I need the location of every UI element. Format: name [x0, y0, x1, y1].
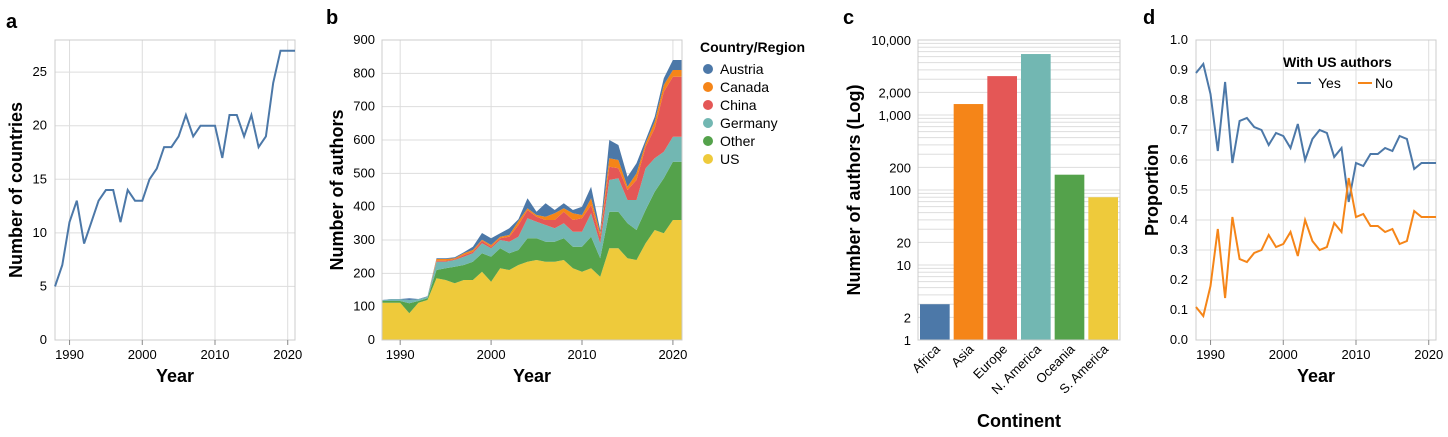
- c-bar-n-america: [1021, 54, 1051, 341]
- b-x-tick-label: 1990: [386, 347, 415, 362]
- b-y-tick-label: 300: [353, 232, 375, 247]
- d-y-tick-label: 0.3: [1170, 242, 1188, 257]
- d-plot-frame: [1195, 39, 1437, 341]
- d-x-tick-label: 2020: [1414, 347, 1443, 362]
- a-y-tick-label: 20: [33, 118, 47, 133]
- d-legend-label-yes: Yes: [1318, 75, 1341, 91]
- a-x-axis-title: Year: [156, 366, 194, 386]
- c-y-tick-label: 2,000: [878, 85, 911, 100]
- a-y-tick-label: 15: [33, 171, 47, 186]
- d-y-tick-label: 0.4: [1170, 212, 1188, 227]
- b-y-tick-label: 400: [353, 199, 375, 214]
- d-x-axis-title: Year: [1297, 366, 1335, 386]
- a-y-tick-label: 25: [33, 64, 47, 79]
- c-bar-europe: [987, 76, 1017, 341]
- c-y-tick-label: 20: [897, 235, 911, 250]
- b-x-tick-label: 2020: [658, 347, 687, 362]
- panel-d-chart: 0.0 0.1 0.2 0.3 0.4 0.5 0.6 0.7 0.8 0.9 1.0 1990 200…: [1142, 32, 1443, 386]
- d-x-tick-label: 2010: [1342, 347, 1371, 362]
- b-legend-swatch-austria: [703, 64, 713, 74]
- b-legend-swatch-us: [703, 154, 713, 164]
- b-legend-swatch-other: [703, 136, 713, 146]
- a-x-tick-label: 2000: [128, 347, 157, 362]
- c-y-tick-label: 100: [889, 183, 911, 198]
- a-y-tick-label: 0: [40, 332, 47, 347]
- panel-b-label: b: [326, 7, 338, 29]
- panel-a-chart: 0 5 10 15 20 25 1990 2000 2010 2020 Year Number of …: [6, 39, 302, 386]
- b-y-tick-label: 100: [353, 299, 375, 314]
- b-legend-swatch-germany: [703, 118, 713, 128]
- d-y-tick-label: 0.1: [1170, 302, 1188, 317]
- c-x-axis-title: Continent: [977, 411, 1061, 431]
- c-bar-oceania: [1054, 174, 1085, 340]
- d-x-tick-label: 2000: [1269, 347, 1298, 362]
- d-y-axis-title: Proportion: [1142, 144, 1162, 236]
- d-y-tick-label: 0.9: [1170, 62, 1188, 77]
- d-y-tick-label: 0.0: [1170, 332, 1188, 347]
- panel-d-label: d: [1143, 7, 1155, 29]
- b-legend-label-germany: Germany: [720, 115, 778, 131]
- b-legend-label-austria: Austria: [720, 61, 764, 77]
- d-series-line-yes: [1195, 61, 1436, 203]
- a-y-tick-label: 5: [40, 278, 47, 293]
- panel-a-label: a: [6, 11, 18, 33]
- b-area-other: [382, 161, 682, 314]
- b-legend-swatch-china: [703, 100, 713, 110]
- a-series-line: [54, 49, 295, 287]
- c-plot-frame: [917, 39, 1121, 341]
- d-y-tick-label: 0.8: [1170, 92, 1188, 107]
- c-y-tick-label: 10,000: [871, 33, 911, 48]
- a-x-tick-label: 2010: [201, 347, 230, 362]
- b-legend-label-canada: Canada: [720, 79, 769, 95]
- b-x-tick-label: 2010: [568, 347, 597, 362]
- b-legend-label-other: Other: [720, 133, 755, 149]
- d-series-line-no: [1195, 177, 1436, 319]
- panel-b-chart: 0 100 200 300 400 500 600 700 800 900 1990 2000 2010…: [327, 32, 805, 386]
- b-y-axis-title: Number of authors: [327, 109, 347, 270]
- a-x-tick-label: 1990: [55, 347, 84, 362]
- b-legend-title: Country/Region: [700, 39, 805, 55]
- c-y-tick-label: 10: [897, 258, 911, 273]
- d-legend-title: With US authors: [1283, 54, 1392, 70]
- c-y-axis-title: Number of authors (Log): [844, 85, 864, 296]
- b-x-tick-label: 2000: [477, 347, 506, 362]
- d-y-tick-label: 0.7: [1170, 122, 1188, 137]
- d-y-tick-label: 1.0: [1170, 32, 1188, 47]
- b-legend-label-china: China: [720, 97, 757, 113]
- b-y-tick-label: 700: [353, 99, 375, 114]
- b-x-axis-title: Year: [513, 366, 551, 386]
- c-x-tick-label: Asia: [948, 341, 977, 370]
- a-y-tick-label: 10: [33, 225, 47, 240]
- b-legend-label-us: US: [720, 151, 739, 167]
- b-y-tick-label: 200: [353, 265, 375, 280]
- c-y-tick-label: 200: [889, 160, 911, 175]
- c-y-tick-label: 2: [904, 310, 911, 325]
- b-legend-swatch-canada: [703, 82, 713, 92]
- c-bar-asia: [953, 104, 984, 340]
- d-y-tick-label: 0.5: [1170, 182, 1188, 197]
- b-y-tick-label: 800: [353, 65, 375, 80]
- d-y-tick-label: 0.2: [1170, 272, 1188, 287]
- d-legend-label-no: No: [1375, 75, 1393, 91]
- c-y-tick-label: 1: [904, 333, 911, 348]
- a-plot-frame: [54, 39, 296, 341]
- c-bar-s-america: [1088, 197, 1118, 340]
- d-x-tick-label: 1990: [1196, 347, 1225, 362]
- b-y-tick-label: 600: [353, 132, 375, 147]
- b-y-tick-label: 900: [353, 32, 375, 47]
- b-area-us: [382, 220, 682, 340]
- a-y-axis-title: Number of countries: [6, 102, 26, 278]
- c-bar-africa: [920, 304, 950, 340]
- c-x-tick-label: Africa: [909, 341, 944, 376]
- b-plot-frame: [381, 39, 683, 341]
- b-y-tick-label: 0: [368, 332, 375, 347]
- a-x-tick-label: 2020: [273, 347, 302, 362]
- d-y-tick-label: 0.6: [1170, 152, 1188, 167]
- b-y-tick-label: 500: [353, 165, 375, 180]
- c-y-tick-label: 1,000: [878, 108, 911, 123]
- panel-c-label: c: [843, 7, 854, 29]
